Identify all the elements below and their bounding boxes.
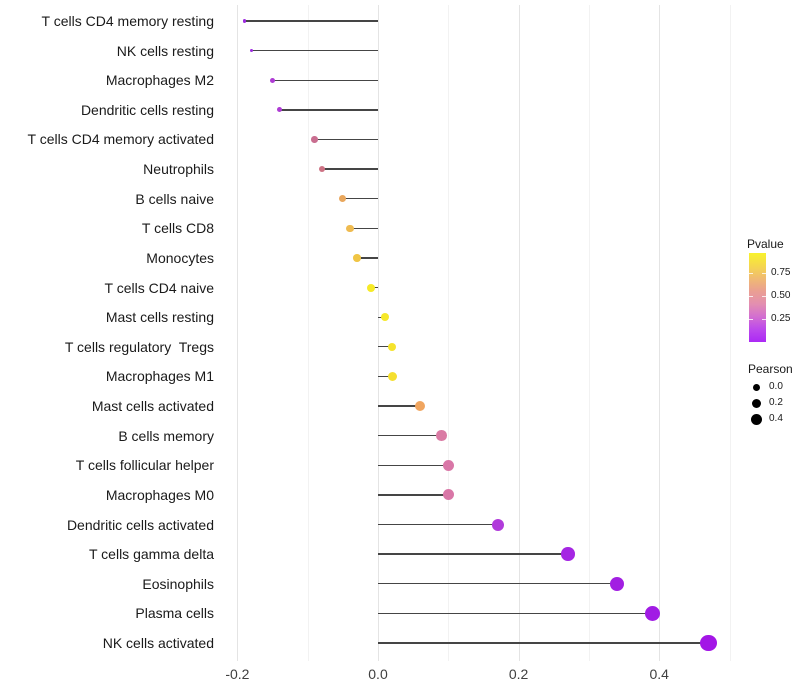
lollipop-stem [321, 168, 378, 170]
lollipop-stem [342, 198, 378, 200]
pearson-legend-title: Pearson [748, 362, 793, 376]
y-axis-label: T cells CD4 memory resting [41, 13, 214, 29]
lollipop-dot [387, 342, 397, 352]
pvalue-tick-label: 0.25 [771, 313, 791, 325]
y-axis-label: T cells CD4 naive [104, 279, 214, 296]
pvalue-tick-label: 0.50 [771, 290, 791, 302]
y-axis-label: Macrophages M1 [105, 368, 214, 385]
lollipop-dot [277, 107, 283, 113]
y-axis-label: B cells naive [135, 190, 214, 207]
lollipop-dot [339, 195, 347, 203]
lollipop-stem [378, 612, 653, 615]
lollipop-stem [378, 405, 421, 407]
pvalue-tick-label: 0.75 [771, 267, 791, 279]
pvalue-tick-mark [762, 273, 766, 275]
lollipop-stem [378, 375, 393, 378]
pearson-size-label: 0.4 [769, 413, 783, 425]
pvalue-colorbar [749, 253, 766, 342]
gridline-major [378, 5, 379, 661]
lollipop-dot [442, 459, 454, 471]
y-axis-label: B cells memory [118, 427, 214, 444]
y-axis-label: Neutrophils [143, 161, 214, 178]
lollipop-dot [415, 401, 426, 412]
y-axis-label: T cells gamma delta [88, 546, 214, 563]
gridline-major [659, 5, 661, 661]
lollipop-dot [387, 371, 397, 381]
lollipop-stem [378, 523, 498, 526]
lollipop-stem [272, 79, 378, 81]
lollipop-dot [644, 605, 660, 621]
gridline-minor [729, 5, 731, 661]
lollipop-dot [366, 283, 375, 292]
gridline-minor [588, 5, 590, 661]
pvalue-tick-mark [749, 319, 753, 321]
gridline-minor [307, 5, 309, 661]
lollipop-dot [442, 489, 454, 501]
y-axis-label: Mast cells resting [105, 309, 214, 326]
lollipop-dot [353, 254, 361, 262]
pvalue-tick-mark [762, 319, 766, 321]
lollipop-dot [436, 430, 447, 441]
lollipop-dot [242, 19, 247, 23]
y-axis-label: NK cells resting [116, 42, 214, 59]
pearson-size-dot [751, 398, 761, 408]
lollipop-stem [378, 553, 568, 555]
y-axis-label: Mast cells activated [91, 398, 214, 415]
gridline-major [518, 5, 520, 661]
x-tick-label: 0.2 [508, 666, 529, 682]
lollipop-stem [378, 583, 618, 585]
lollipop-stem [378, 642, 709, 644]
lollipop-dot [380, 312, 390, 322]
pvalue-tick-mark [749, 296, 753, 298]
lollipop-stem [356, 257, 378, 259]
lollipop-dot [609, 576, 625, 591]
gridline-minor [448, 5, 450, 661]
y-axis-label: Eosinophils [142, 575, 214, 592]
pearson-size-dot [750, 413, 762, 425]
x-tick-label: 0.4 [649, 666, 669, 682]
y-axis-label: Plasma cells [135, 605, 214, 622]
lollipop-stem [349, 227, 378, 229]
lollipop-stem [314, 138, 378, 141]
pearson-size-label: 0.0 [769, 381, 783, 393]
lollipop-dot [491, 518, 504, 531]
pearson-size-dot [752, 383, 760, 391]
y-axis-label: Dendritic cells resting [80, 101, 214, 118]
lollipop-stem [378, 494, 449, 496]
lollipop-dot [561, 547, 575, 561]
y-axis-label: T cells CD4 memory activated [27, 131, 214, 148]
lollipop-stem [378, 464, 449, 466]
lollipop-dot [346, 224, 354, 233]
x-tick-label: -0.2 [225, 666, 250, 682]
lollipop-stem [244, 20, 378, 22]
lollipop-stem [378, 346, 393, 348]
pvalue-tick-mark [762, 296, 766, 298]
y-axis-label: Dendritic cells activated [66, 516, 214, 533]
lollipop-stem [279, 109, 378, 111]
y-axis-label: NK cells activated [102, 634, 214, 651]
y-axis-label: T cells CD8 [141, 220, 214, 237]
pearson-size-label: 0.2 [769, 397, 783, 409]
y-axis-label: Macrophages M2 [105, 72, 214, 89]
pvalue-tick-mark [749, 273, 753, 275]
gridline-major [237, 5, 239, 661]
lollipop-stem [378, 435, 442, 437]
y-axis-label: T cells regulatory Tregs [64, 338, 214, 355]
y-axis-label: Monocytes [146, 249, 214, 266]
lollipop-stem [251, 49, 378, 52]
lollipop-dot [270, 77, 276, 83]
lollipop-dot [700, 634, 717, 652]
lollipop-dot [318, 165, 325, 173]
y-axis-label: T cells follicular helper [75, 457, 214, 474]
lollipop-dot [249, 48, 254, 53]
x-tick-label: 0.0 [368, 666, 388, 682]
y-axis-label: Macrophages M0 [105, 486, 214, 503]
lollipop-dot [311, 136, 318, 143]
pvalue-legend-title: Pvalue [747, 237, 784, 251]
